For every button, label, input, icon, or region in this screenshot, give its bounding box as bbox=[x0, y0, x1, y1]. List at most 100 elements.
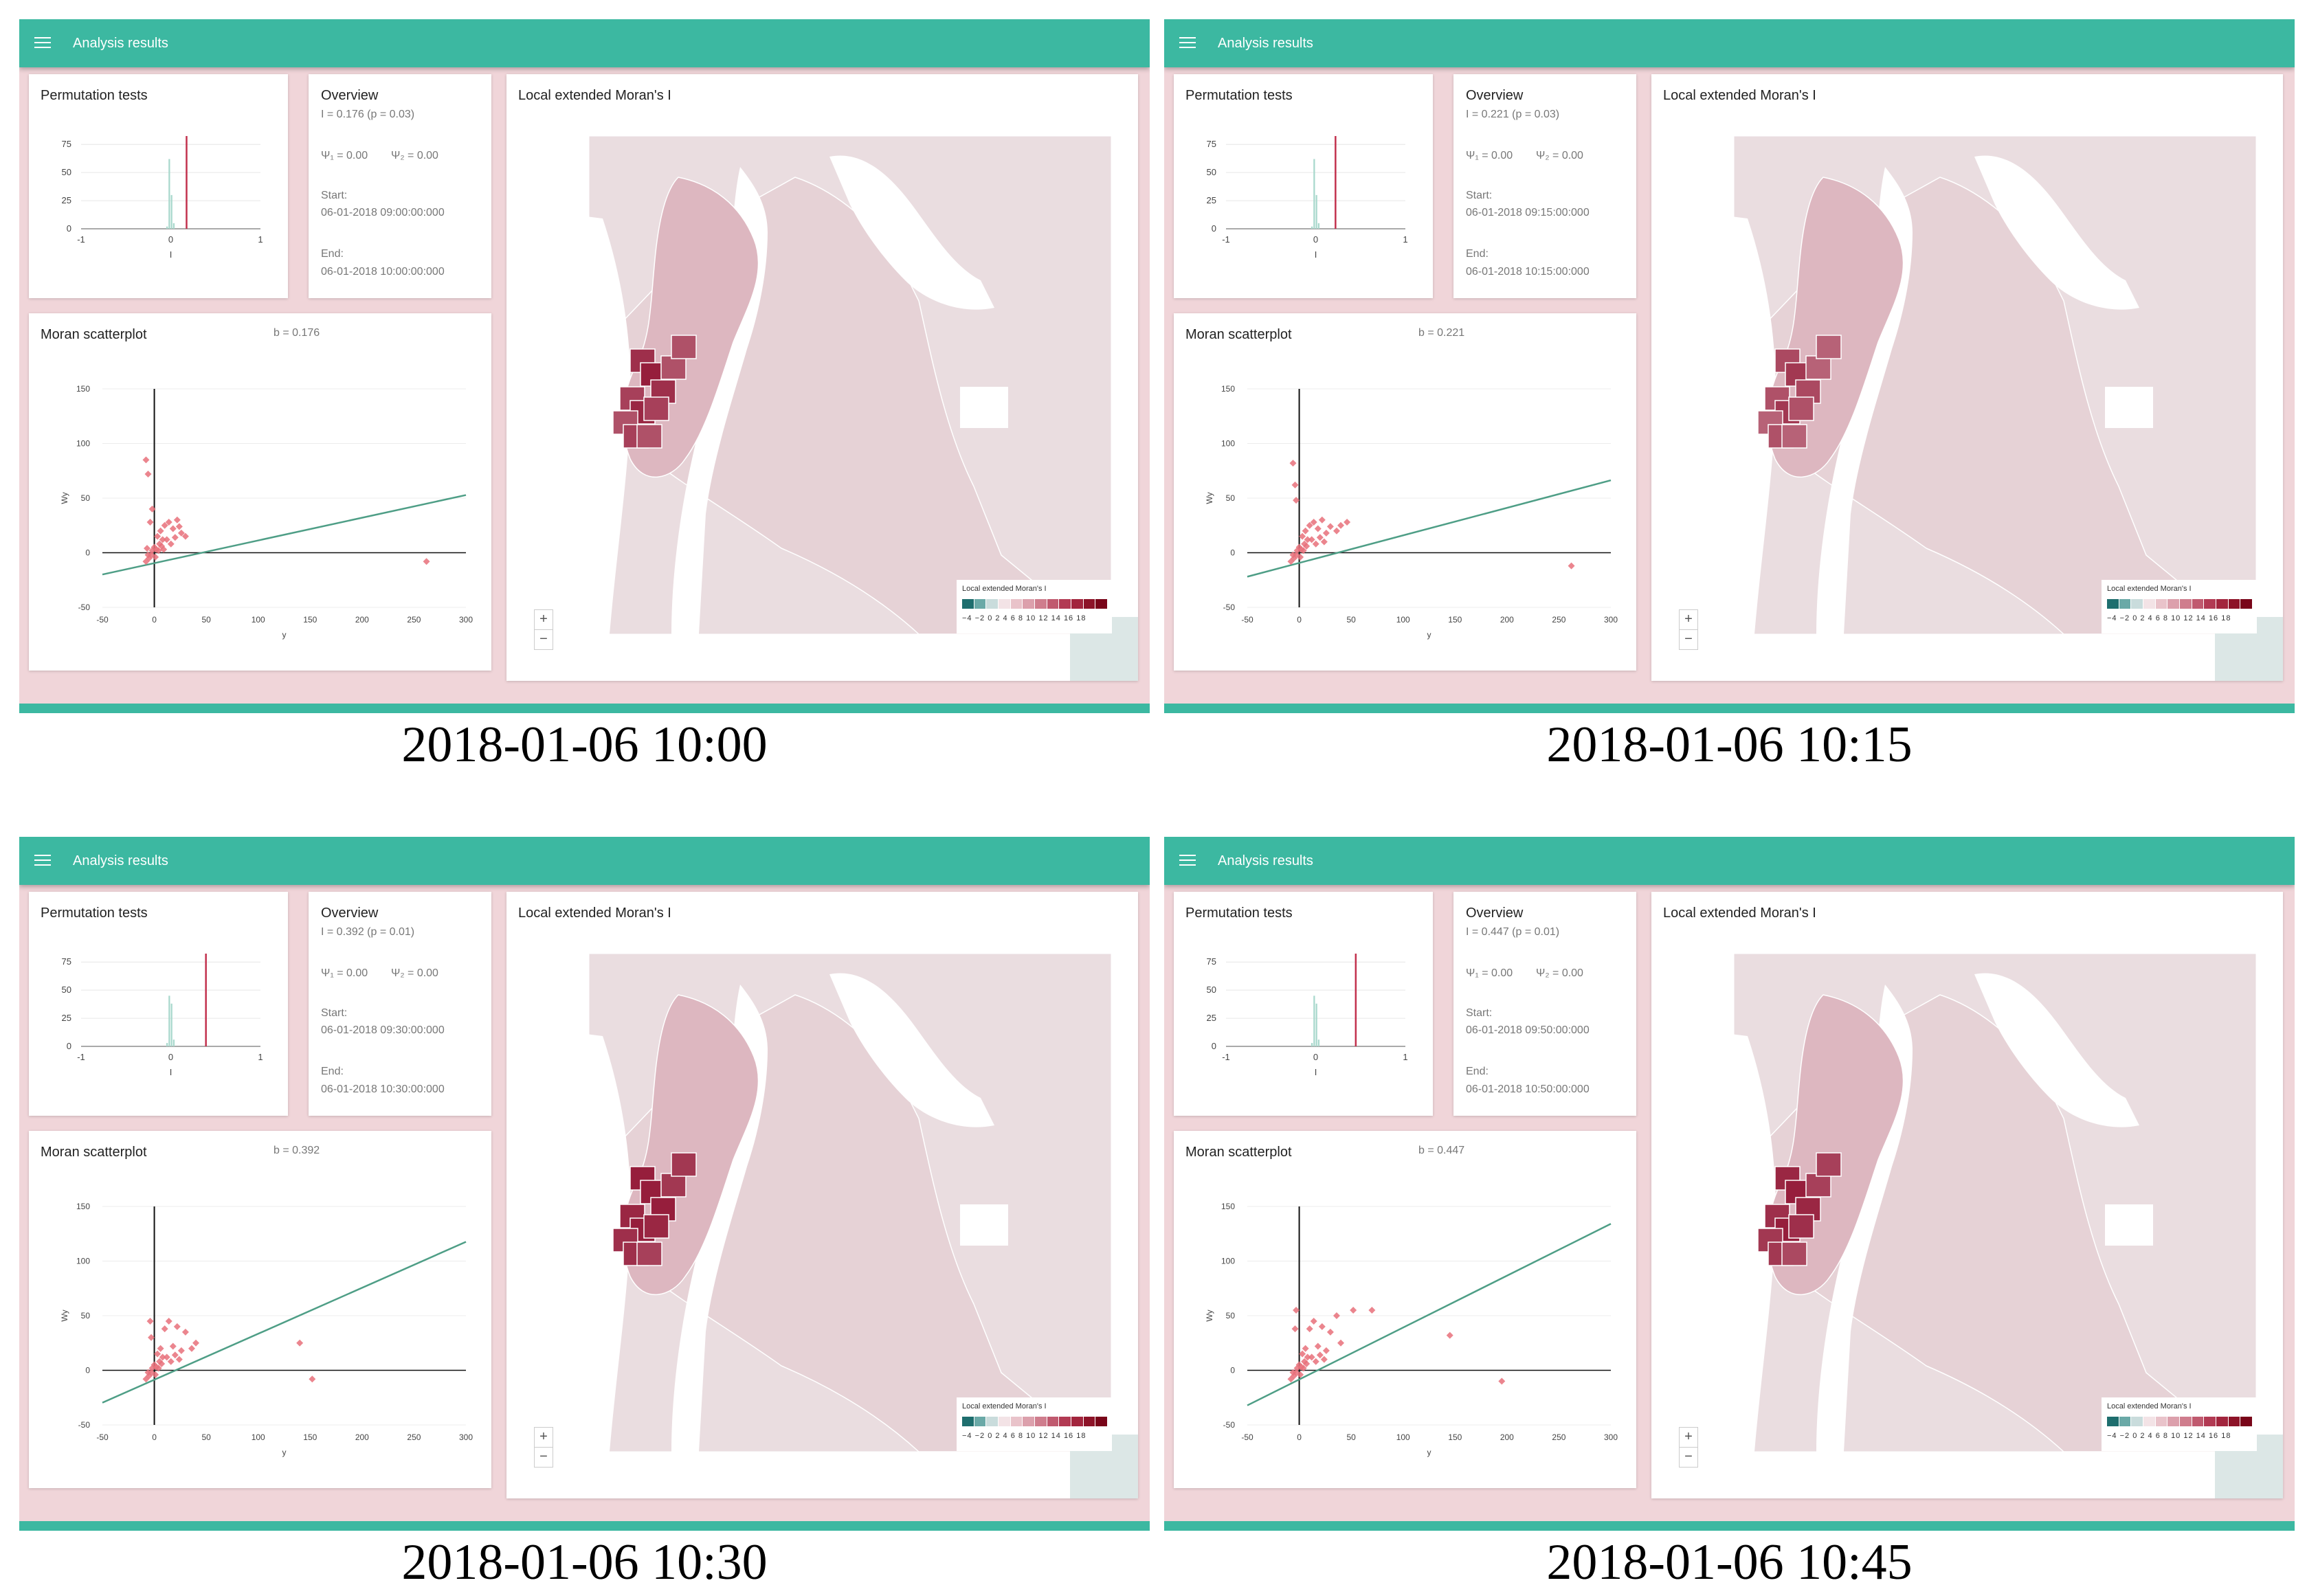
legend-swatch bbox=[999, 599, 1011, 609]
hist-bar bbox=[1315, 194, 1317, 229]
scatter-x-tick-label: 300 bbox=[1604, 1432, 1618, 1442]
scatter-point bbox=[1297, 553, 1304, 561]
permutation-tests-card: Permutation tests 0 25 50 75 -1 0 1 I bbox=[1174, 892, 1433, 1116]
start-label: Start: bbox=[1466, 190, 1493, 201]
park-area bbox=[2105, 387, 2153, 428]
zoom-out-button[interactable]: − bbox=[534, 1447, 553, 1468]
scatter-point bbox=[1337, 1339, 1345, 1347]
map-district-cell bbox=[643, 1214, 669, 1239]
scatter-point bbox=[1304, 536, 1311, 543]
moran-scatterplot-card: Moran scatterplot b = 0.221 -50 0 50 100 150… bbox=[1174, 313, 1636, 671]
legend-swatch bbox=[1059, 599, 1072, 609]
legend-swatch bbox=[1083, 1417, 1096, 1426]
hist-y-tick-label: 0 bbox=[67, 223, 71, 234]
scatter-x-tick-label: 250 bbox=[407, 1432, 421, 1442]
legend-title: Local extended Moran's I bbox=[2107, 585, 2192, 593]
local-morans-map-card: Local extended Moran's I + − Local exten… bbox=[1651, 892, 2283, 1498]
legend-swatch bbox=[974, 1417, 987, 1426]
hist-bar bbox=[172, 1039, 175, 1046]
permutation-tests-title: Permutation tests bbox=[1185, 906, 1293, 921]
choropleth-map[interactable] bbox=[506, 892, 1138, 1498]
scatter-y-tick-label: -50 bbox=[78, 1420, 91, 1430]
zoom-out-button[interactable]: − bbox=[534, 629, 553, 650]
moran-scatterplot: -50 0 50 100 150 -50 0 50 100 150 200 250 300 y Wy bbox=[60, 384, 473, 640]
legend-swatch bbox=[2180, 1417, 2192, 1426]
map-district-cell bbox=[643, 396, 669, 421]
hist-bar bbox=[166, 1043, 168, 1046]
choropleth-map[interactable] bbox=[1651, 74, 2283, 681]
local-morans-map-card: Local extended Moran's I + − Local exten… bbox=[506, 892, 1138, 1498]
scatter-point bbox=[1289, 551, 1297, 559]
legend-swatch bbox=[2143, 1417, 2156, 1426]
zoom-in-button[interactable]: + bbox=[534, 1427, 553, 1448]
overview-card: Overview I = 0.221 (p = 0.03) Ψ₁ = 0.00 … bbox=[1453, 74, 1636, 298]
app-bar: Analysis results bbox=[1164, 837, 2295, 885]
map-district-cell bbox=[1805, 355, 1831, 380]
hist-bar bbox=[168, 159, 170, 229]
legend-swatch bbox=[2240, 599, 2253, 609]
map-district-cell bbox=[636, 1241, 662, 1266]
hist-bar bbox=[168, 996, 170, 1046]
scatter-point bbox=[1308, 536, 1315, 543]
zoom-in-button[interactable]: + bbox=[1679, 1427, 1698, 1448]
scatter-point bbox=[165, 1317, 172, 1325]
legend-color-scale bbox=[2107, 599, 2253, 609]
scatter-x-tick-label: -50 bbox=[1241, 1432, 1253, 1442]
scatter-point bbox=[171, 534, 179, 541]
permutation-tests-title: Permutation tests bbox=[41, 906, 148, 921]
hamburger-menu-icon[interactable] bbox=[1179, 37, 1196, 49]
start-value: 06-01-2018 09:15:00:000 bbox=[1466, 207, 1590, 218]
scatter-point bbox=[155, 1364, 162, 1372]
scatter-point bbox=[1316, 1351, 1324, 1359]
hist-x-axis-label: I bbox=[170, 1067, 172, 1077]
hamburger-menu-icon[interactable] bbox=[1179, 855, 1196, 867]
permutation-tests-card: Permutation tests 0 25 50 75 -1 0 1 I bbox=[1174, 74, 1433, 298]
hist-y-tick-label: 0 bbox=[1212, 223, 1216, 234]
scatter-point bbox=[1300, 1364, 1307, 1372]
park-area bbox=[2105, 1204, 2153, 1246]
local-morans-map-card: Local extended Moran's I + − Local exten… bbox=[1651, 74, 2283, 681]
dashboard-panel: Analysis results Permutation tests 0 25 50… bbox=[19, 837, 1150, 1531]
legend-swatch bbox=[974, 599, 987, 609]
zoom-out-button[interactable]: − bbox=[1679, 1447, 1698, 1468]
hamburger-menu-icon[interactable] bbox=[34, 855, 51, 867]
scatter-point bbox=[173, 516, 181, 524]
scatter-y-axis-label: Wy bbox=[1205, 1310, 1214, 1321]
map-legend: Local extended Moran's I −4 −2 0 2 4 6 8… bbox=[957, 580, 1112, 633]
hist-x-tick-label: 1 bbox=[1403, 234, 1407, 245]
scatter-point bbox=[146, 518, 154, 526]
scatter-y-tick-label: 150 bbox=[1221, 1202, 1235, 1211]
scatter-x-tick-label: 100 bbox=[252, 1432, 265, 1442]
scatter-point bbox=[142, 456, 150, 464]
moran-scatterplot-card: Moran scatterplot b = 0.176 -50 0 50 100 150… bbox=[29, 313, 491, 671]
legend-swatch bbox=[2240, 1417, 2253, 1426]
zoom-in-button[interactable]: + bbox=[534, 609, 553, 630]
scatter-x-tick-label: 50 bbox=[201, 1432, 211, 1442]
legend-swatch bbox=[2119, 599, 2132, 609]
scatter-point bbox=[156, 540, 164, 548]
start-value: 06-01-2018 09:30:00:000 bbox=[321, 1024, 445, 1036]
scatter-point bbox=[1308, 1353, 1315, 1361]
zoom-out-button[interactable]: − bbox=[1679, 629, 1698, 650]
hist-bar bbox=[1317, 1039, 1320, 1046]
scatter-point bbox=[1291, 1325, 1299, 1333]
legend-swatch bbox=[1035, 1417, 1047, 1426]
hamburger-menu-icon[interactable] bbox=[34, 37, 51, 49]
hist-y-tick-label: 75 bbox=[62, 956, 71, 967]
scatter-x-tick-label: 50 bbox=[1346, 615, 1356, 625]
permutation-histogram: 0 25 50 75 -1 0 1 I bbox=[1207, 954, 1408, 1077]
zoom-in-button[interactable]: + bbox=[1679, 609, 1698, 630]
regression-slope: b = 0.176 bbox=[274, 327, 320, 339]
scatter-point bbox=[169, 1342, 177, 1350]
scatter-point bbox=[148, 505, 156, 513]
hist-x-axis-label: I bbox=[170, 249, 172, 260]
legend-tick-labels: −4 −2 0 2 4 6 8 10 12 14 16 18 bbox=[2107, 614, 2231, 622]
scatter-point bbox=[1314, 1342, 1322, 1350]
choropleth-map[interactable] bbox=[1651, 892, 2283, 1498]
scatter-x-tick-label: 250 bbox=[407, 615, 421, 625]
choropleth-map[interactable] bbox=[506, 74, 1138, 681]
map-district-cell bbox=[1805, 1173, 1831, 1198]
app-title: Analysis results bbox=[1218, 36, 1313, 51]
legend-swatch bbox=[2107, 1417, 2119, 1426]
hist-y-tick-label: 50 bbox=[62, 985, 71, 995]
